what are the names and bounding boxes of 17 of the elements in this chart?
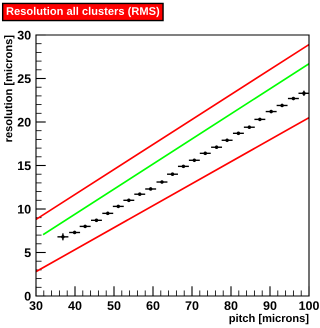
y-tick-label: 30 <box>18 30 31 40</box>
y-tick-label: 10 <box>18 204 31 214</box>
x-axis-title: pitch [microns] <box>229 314 308 324</box>
x-tick-label: 60 <box>146 301 160 310</box>
x-tick-label: 70 <box>186 301 198 310</box>
y-axis-title: resolution [microns] <box>4 36 14 142</box>
y-tick-label: 0 <box>24 292 31 301</box>
x-tick-label: 40 <box>68 301 82 310</box>
x-tick-label: 80 <box>224 301 238 310</box>
chart-title: Resolution all clusters (RMS) <box>6 6 160 18</box>
y-tick-label: 20 <box>18 118 31 127</box>
x-tick-label: 90 <box>263 301 276 310</box>
x-tick-label: 50 <box>107 301 120 310</box>
x-tick-label: 100 <box>299 301 319 310</box>
y-tick-label: 15 <box>18 161 31 170</box>
y-tick-label: 5 <box>24 248 31 258</box>
y-tick-label: 25 <box>18 74 31 84</box>
